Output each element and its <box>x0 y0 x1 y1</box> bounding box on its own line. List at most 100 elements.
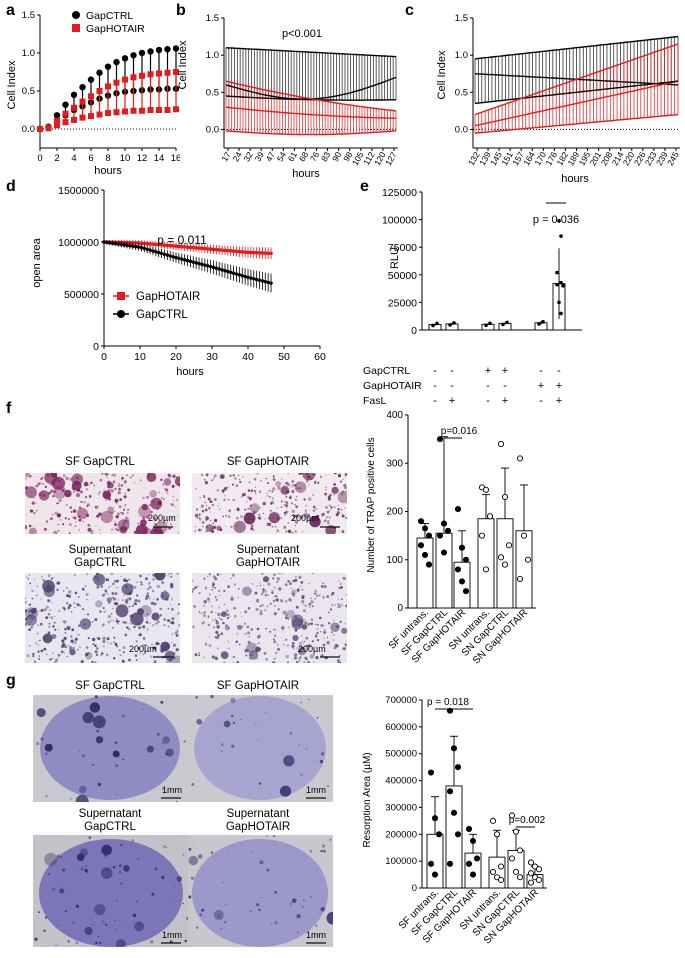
resorption-pit <box>301 906 304 908</box>
trap-stained-cell <box>28 628 31 631</box>
trap-stained-cell <box>117 512 120 516</box>
trap-stained-cell <box>105 499 108 501</box>
trap-stained-cell <box>224 495 226 497</box>
a-xtick-label: 14 <box>154 153 165 164</box>
trap-stained-cell <box>113 506 115 508</box>
c-xlabel: hours <box>561 173 589 185</box>
resorption-pit <box>298 744 300 746</box>
trap-stained-cell <box>132 474 134 476</box>
g-point <box>450 809 458 816</box>
trap-stained-cell <box>97 577 100 580</box>
trap-stained-cell <box>114 498 119 503</box>
trap-stained-cell <box>117 529 120 532</box>
trap-stained-cell <box>72 490 76 493</box>
d-point <box>151 242 155 246</box>
trap-stained-cell <box>177 483 180 487</box>
trap-stained-cell <box>146 628 149 631</box>
trap-stained-cell <box>119 498 123 501</box>
trap-stained-cell <box>130 612 144 626</box>
trap-stained-cell <box>247 507 250 511</box>
trap-stained-cell <box>215 598 218 601</box>
trap-stained-cell <box>142 653 145 656</box>
d-point <box>154 242 158 247</box>
trap-stained-cell <box>142 625 146 629</box>
trap-stained-cell <box>96 514 100 518</box>
trap-stained-cell <box>37 624 39 627</box>
trap-stained-cell <box>233 583 236 586</box>
trap-stained-cell <box>170 573 173 575</box>
trap-stained-cell <box>70 639 74 643</box>
trap-stained-cell <box>38 655 41 657</box>
resorption-pit <box>250 851 252 853</box>
trap-stained-cell <box>25 473 30 478</box>
trap-stained-cell <box>151 612 160 621</box>
trap-stained-cell <box>171 642 173 643</box>
trap-stained-cell <box>123 594 125 597</box>
trap-stained-cell <box>240 515 244 519</box>
e-row-mark: - <box>433 380 437 392</box>
g-ytick-label: 300000 <box>385 802 417 813</box>
d-point <box>194 261 198 265</box>
trap-stained-cell <box>238 474 240 477</box>
trap-stained-cell <box>307 479 309 481</box>
trap-stained-cell <box>83 481 89 487</box>
trap-stained-cell <box>74 525 77 527</box>
trap-stained-cell <box>110 489 114 493</box>
trap-stained-cell <box>280 517 283 520</box>
trap-stained-cell <box>147 474 150 478</box>
trap-stained-cell <box>140 583 142 586</box>
trap-stained-cell <box>198 528 201 532</box>
trap-stained-cell <box>51 482 55 486</box>
trap-stained-cell <box>41 491 44 493</box>
d-point <box>240 273 244 278</box>
trap-stained-cell <box>273 604 276 608</box>
trap-stained-cell <box>153 528 158 533</box>
trap-stained-cell <box>177 515 179 517</box>
trap-stained-cell <box>328 504 331 507</box>
trap-stained-cell <box>311 573 314 575</box>
a-point <box>37 126 43 132</box>
trap-stained-cell <box>271 497 275 500</box>
trap-stained-cell <box>240 616 242 618</box>
g-ytick-label: 100000 <box>385 856 417 867</box>
d-point <box>171 244 175 248</box>
trap-stained-cell <box>327 516 329 518</box>
resorption-pit <box>300 773 303 776</box>
trap-stained-cell <box>25 600 27 605</box>
trap-stained-cell <box>220 614 223 617</box>
trap-stained-cell <box>234 477 237 480</box>
trap-stained-cell <box>160 478 163 481</box>
trap-stained-cell <box>299 473 303 475</box>
trap-stained-cell <box>323 512 325 515</box>
trap-stained-cell <box>277 608 280 611</box>
trap-stained-cell <box>266 492 268 494</box>
d-point <box>154 250 158 254</box>
d-point <box>226 249 230 253</box>
trap-stained-cell <box>100 585 104 588</box>
trap-stained-cell <box>97 586 100 589</box>
trap-stained-cell <box>54 511 58 515</box>
trap-stained-cell <box>68 532 71 534</box>
trap-stained-cell <box>339 480 343 483</box>
trap-stained-cell <box>338 580 340 582</box>
trap-stained-cell <box>285 510 289 513</box>
trap-stained-cell <box>337 508 340 511</box>
trap-stained-cell <box>132 604 135 606</box>
trap-stained-cell <box>218 617 221 619</box>
trap-stained-cell <box>263 652 267 655</box>
trap-stained-cell <box>28 524 32 528</box>
trap-stained-cell <box>264 593 268 597</box>
b-xtick-label: 68 <box>297 150 311 163</box>
trap-stained-cell <box>327 495 331 499</box>
g-point <box>489 868 497 875</box>
resorption-pit <box>165 846 167 849</box>
a-point-upper <box>130 74 137 81</box>
chart-a: 0.00.51.01.50 2 4 6 8 10 12 14 16 Cell Index hou… <box>6 10 180 177</box>
trap-stained-cell <box>38 610 40 612</box>
d-point <box>171 255 175 259</box>
trap-stained-cell <box>121 583 134 595</box>
e-point <box>484 323 488 328</box>
trap-stained-cell <box>111 511 114 514</box>
d-point <box>263 251 267 255</box>
trap-stained-cell <box>134 599 138 603</box>
